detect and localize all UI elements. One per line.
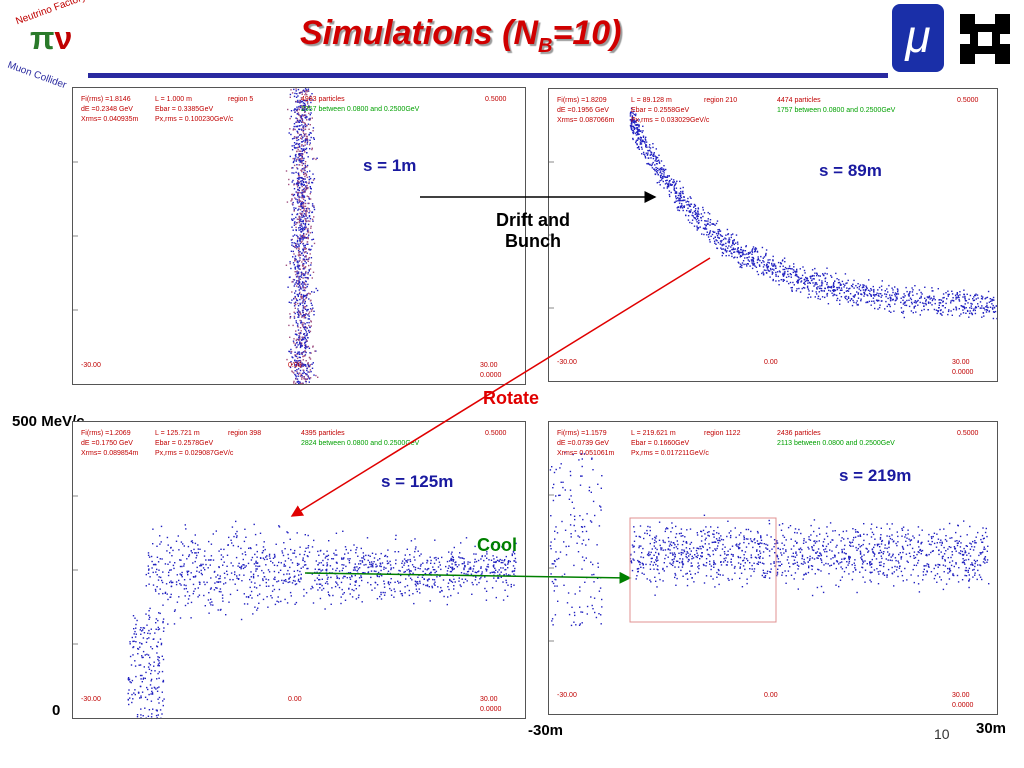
panel-stat: 0.00	[764, 692, 778, 699]
panel-stat: L = 89.128 m	[631, 97, 672, 104]
panel-stat: -30.00	[557, 359, 577, 366]
panel-stat: 4474 particles	[777, 97, 821, 104]
panel-stat: L = 125.721 m	[155, 430, 200, 437]
panel-stat: 1757 between 0.0800 and 0.2500GeV	[777, 107, 896, 114]
panel-stat: Xrms= 0.087066m	[557, 117, 615, 124]
panel-stat: Fi(rms) =1.1579	[557, 430, 607, 437]
y-bottom-label: 0	[52, 702, 61, 719]
plot-panel: Fi(rms) =1.1579 L = 219.621 m region 1122 2…	[548, 421, 998, 715]
label-line: Bunch	[505, 231, 561, 251]
panel-stat: 0.0000	[952, 369, 974, 376]
panel-stat: 0.5000	[485, 430, 507, 437]
mu-logo: μ	[892, 4, 944, 72]
panel-stat: 30.00	[952, 359, 970, 366]
y-top-label: 500 MeV/c	[12, 413, 85, 430]
panel-stat: 4395 particles	[301, 430, 345, 437]
position-label: s = 125m	[381, 472, 454, 491]
panel-stat: Fi(rms) =1.8146	[81, 96, 131, 103]
panel-stat: Xrms= 0.051061m	[557, 450, 615, 457]
panel-stat: Ebar = 0.2578GeV	[155, 440, 214, 447]
panel-stat: Px,rms = 0.100230GeV/c	[155, 116, 234, 123]
panel-stat: 30.00	[952, 692, 970, 699]
panel-stat: Xrms= 0.089854m	[81, 450, 139, 457]
position-label: s = 1m	[363, 156, 417, 175]
panel-stat: 30.00	[480, 696, 498, 703]
rotate-label: Rotate	[483, 388, 540, 408]
panel-stat: Ebar = 0.3385GeV	[155, 106, 214, 113]
panel-stat: L = 219.621 m	[631, 430, 676, 437]
panel-stat: -30.00	[81, 362, 101, 369]
panel-stat: Px,rms = 0.029087GeV/c	[155, 450, 234, 457]
panel-stat: dE =0.1750 GeV	[81, 440, 133, 447]
plot-panel: Fi(rms) =1.2069 L = 125.721 m region 398 43…	[72, 421, 526, 719]
panel-stat: Ebar = 0.2558GeV	[631, 107, 690, 114]
title-text: =10)	[552, 14, 622, 52]
panel-stat: dE =0.2348 GeV	[81, 106, 133, 113]
plot-panel: Fi(rms) =1.8209 L = 89.128 m region 210 447…	[548, 88, 998, 382]
panel-stat: 2436 particles	[777, 430, 821, 437]
panel-stat: Xrms= 0.040935m	[81, 116, 139, 123]
panel-stat: L = 1.000 m	[155, 96, 192, 103]
panel-stat: Fi(rms) =1.2069	[81, 430, 131, 437]
x-left-label: -30m	[528, 722, 564, 739]
panel-stat: 0.0000	[480, 372, 502, 379]
drift-label: Drift and Bunch	[478, 210, 588, 252]
particle-cloud	[73, 88, 319, 384]
panel-stat: region 5	[228, 96, 254, 103]
title-rule	[88, 73, 888, 78]
panel-stat: Px,rms = 0.033029GeV/c	[631, 117, 710, 124]
panel-stat: Ebar = 0.1660GeV	[631, 440, 690, 447]
label-line: Drift and	[496, 210, 570, 230]
panel-stat: dE =0.1956 GeV	[557, 107, 609, 114]
logo-mark: πν	[30, 20, 73, 56]
panel-stat: region 398	[228, 430, 262, 437]
x-right-label: 30m	[976, 720, 1007, 737]
panel-stat: 0.0000	[952, 702, 974, 709]
panel-stat: -30.00	[557, 692, 577, 699]
plot-panel: Fi(rms) =1.8146 L = 1.000 m region 5 4993 p…	[72, 87, 526, 385]
panel-stat: 2113 between 0.0800 and 0.2500GeV	[777, 440, 895, 447]
panel-stat: 4993 particles	[301, 96, 345, 103]
cool-label: Cool	[477, 535, 517, 555]
panel-stat: 30.00	[480, 362, 498, 369]
panel-stat: region 1122	[704, 430, 741, 437]
page-number: 10	[934, 726, 950, 742]
panel-stat: 0.00	[764, 359, 778, 366]
particle-cloud	[549, 451, 990, 642]
panel-stat: 0.0000	[480, 706, 502, 713]
particle-cloud	[73, 495, 517, 718]
panel-stat: 0.5000	[957, 430, 979, 437]
particle-cloud	[549, 107, 997, 320]
panel-stat: 0.5000	[957, 97, 979, 104]
panel-stat: -30.00	[81, 696, 101, 703]
panel-stat: 0.5000	[485, 96, 507, 103]
panel-stat: Px,rms = 0.017211GeV/c	[631, 450, 709, 457]
position-label: s = 219m	[839, 466, 912, 485]
panel-stat: 0.00	[288, 362, 302, 369]
panel-stat: region 210	[704, 97, 738, 104]
position-label: s = 89m	[819, 161, 882, 180]
title-sub: B	[538, 34, 553, 57]
panel-stat: 0.00	[288, 696, 302, 703]
panel-stat: dE =0.0739 GeV	[557, 440, 609, 447]
panel-stat: Fi(rms) =1.8209	[557, 97, 607, 104]
title: Simulations (NB=10)	[300, 14, 621, 58]
logo-text: Muon Collider	[5, 59, 68, 92]
lab-logo	[960, 14, 1010, 64]
title-text: Simulations (N	[300, 14, 539, 52]
panel-stat: 2824 between 0.0800 and 0.2500GeV	[301, 440, 420, 447]
panel-stat: 2357 between 0.0800 and 0.2500GeV	[301, 106, 420, 113]
